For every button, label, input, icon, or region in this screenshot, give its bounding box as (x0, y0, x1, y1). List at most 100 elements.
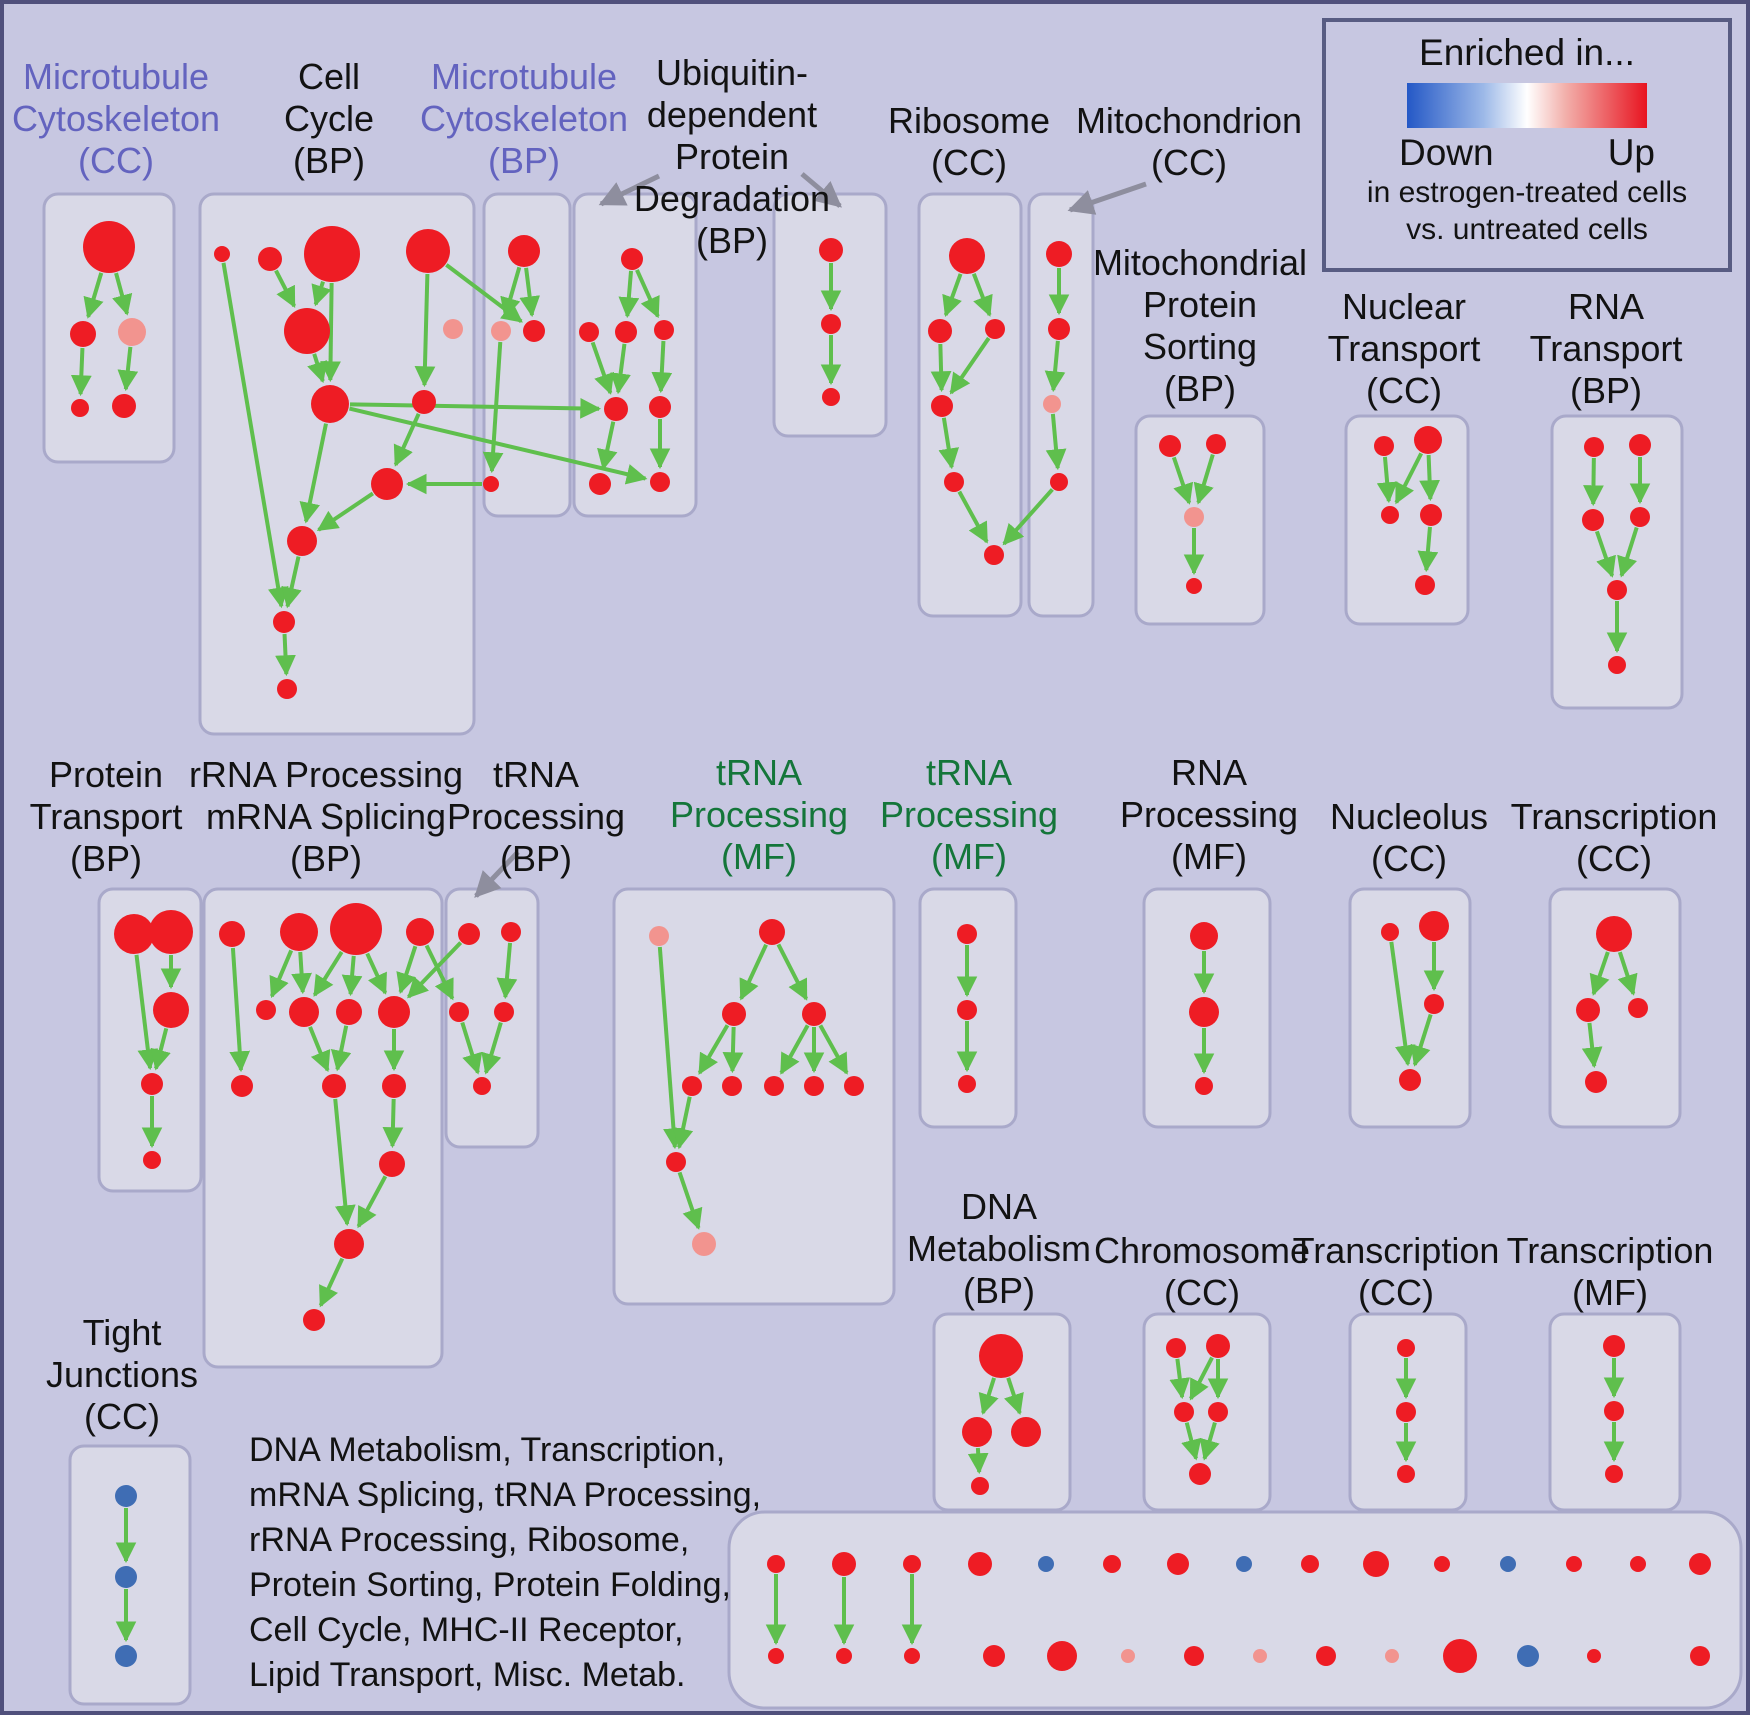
ribosome-label: Ribosome (CC) (887, 100, 1051, 184)
chromosome-label: Chromosome (CC) (1093, 1230, 1311, 1314)
legend-subtitle-line2: vs. untreated cells (1406, 213, 1648, 246)
mt-bp-label: Microtubule Cytoskeleton (BP) (419, 56, 629, 182)
rrna-mrna-node-12 (334, 1229, 364, 1259)
chromosome-node-1 (1206, 1334, 1230, 1358)
cell-cycle-node-6 (311, 385, 349, 423)
mt-cc-label: Microtubule Cytoskeleton (CC) (11, 56, 221, 182)
misc-annotation: DNA Metabolism, Transcription, mRNA Splic… (249, 1428, 761, 1698)
mt-cc-node-0 (83, 221, 135, 273)
trna-mf-1-node-2 (722, 1002, 746, 1026)
misc-cluster-node-27 (1587, 1649, 1601, 1663)
cell-cycle-node-8 (371, 468, 403, 500)
edge-arrow (414, 273, 436, 388)
edge-arrow (1410, 1013, 1433, 1067)
trna-bp-node-0 (458, 923, 480, 945)
edge-arrow (1617, 951, 1638, 996)
edge-arrow (274, 269, 296, 308)
misc-cluster-node-25 (1443, 1639, 1477, 1673)
nodes-layer (70, 221, 1711, 1673)
cell-cycle-node-0 (214, 246, 230, 262)
edge-arrow (349, 406, 648, 485)
misc-annotation-line-3: Protein Sorting, Protein Folding, (249, 1566, 731, 1604)
protein-transport-node-0 (114, 914, 154, 954)
transcription-mf-node-2 (1605, 1465, 1623, 1483)
misc-annotation-line-4: Cell Cycle, MHC-II Receptor, (249, 1611, 684, 1649)
legend-up-label: Up (1607, 132, 1655, 173)
ubiq-1-node-3 (654, 320, 674, 340)
chromosome-box (1142, 1312, 1272, 1512)
misc-cluster-node-21 (1184, 1646, 1204, 1666)
cell-cycle-node-1 (258, 247, 282, 271)
misc-cluster-node-7 (1236, 1556, 1252, 1572)
nucleolus-box (1348, 887, 1472, 1129)
transcription-cc-2-node-0 (1397, 1339, 1415, 1357)
edge-arrow (307, 353, 328, 384)
edge-arrow (365, 952, 388, 995)
legend-title: Enriched in... (1419, 32, 1635, 73)
nucleolus-node-2 (1424, 994, 1444, 1014)
misc-cluster-node-12 (1566, 1556, 1582, 1572)
edge-arrow (1581, 1022, 1603, 1069)
edge-arrow (971, 273, 993, 317)
edge-arrow (1394, 452, 1424, 505)
trna-bp-node-3 (494, 1002, 514, 1022)
nuclear-transport-label: Nuclear Transport (CC) (1327, 286, 1481, 412)
dna-metabolism-label: DNA Metabolism (BP) (906, 1186, 1092, 1312)
protein-transport-node-1 (149, 910, 193, 954)
misc-cluster-node-22 (1253, 1649, 1267, 1663)
trna-bp-label: tRNA Processing (BP) (446, 754, 626, 880)
edge-arrow (1617, 526, 1639, 578)
nuclear-transport-node-2 (1381, 506, 1399, 524)
transcription-cc-2-node-2 (1397, 1465, 1415, 1483)
misc-cluster-node-14 (1689, 1553, 1711, 1575)
dna-metabolism-node-3 (971, 1477, 989, 1495)
edge-arrow (610, 343, 631, 395)
ribosome-node-2 (985, 319, 1005, 339)
edge-arrow (299, 423, 328, 524)
edge-arrow (697, 1024, 730, 1075)
mt-bp-node-2 (523, 320, 545, 342)
mt-cc-node-1 (70, 321, 96, 347)
rrna-mrna-node-11 (379, 1151, 405, 1177)
rrna-mrna-node-3 (406, 918, 434, 946)
edge-arrow (930, 343, 952, 393)
edge-arrow (460, 1021, 483, 1075)
nucleolus-node-0 (1381, 923, 1399, 941)
edge-arrow (356, 1175, 388, 1229)
edge-arrow (275, 633, 296, 677)
mitochondrion-node-2 (1043, 395, 1061, 413)
misc-cluster-node-3 (968, 1552, 992, 1576)
label-pointer-arrow (800, 172, 842, 208)
edge-arrow (1589, 951, 1610, 996)
cell-cycle-node-3 (406, 229, 450, 273)
edge-arrow (967, 1447, 989, 1475)
mito-sorting-label: Mitochondrial Protein Sorting (BP) (1092, 242, 1308, 410)
edge-arrow (1171, 456, 1194, 505)
rrna-mrna-box (202, 887, 444, 1369)
edge-arrow (1004, 1377, 1024, 1415)
transcription-cc-1-node-0 (1596, 916, 1632, 952)
rna-processing-mf-node-0 (1190, 922, 1218, 950)
edge-arrow (134, 954, 159, 1071)
edge-arrow (318, 1257, 345, 1308)
mitochondrion-box (1027, 192, 1095, 618)
mitochondrion-label: Mitochondrion (CC) (1075, 100, 1303, 184)
misc-cluster-node-23 (1316, 1646, 1336, 1666)
chromosome-node-0 (1166, 1338, 1186, 1358)
rna-transport-node-1 (1629, 434, 1651, 456)
ubiq-1-node-7 (650, 472, 670, 492)
nuclear-transport-box (1344, 414, 1470, 626)
chromosome-node-3 (1208, 1402, 1228, 1422)
edge-arrow (349, 397, 602, 419)
legend-subtitle-line1: in estrogen-treated cells (1366, 176, 1688, 209)
edge-arrow (677, 1171, 703, 1230)
misc-cluster-box (727, 1510, 1743, 1710)
edge-arrow (1045, 413, 1067, 471)
edge-arrow (396, 945, 418, 995)
edge-arrow (938, 417, 960, 470)
ubiq-1-node-5 (649, 396, 671, 418)
protein-transport-node-4 (143, 1151, 161, 1169)
edges-layer (70, 172, 1651, 1646)
trna-mf-1-node-5 (722, 1076, 742, 1096)
